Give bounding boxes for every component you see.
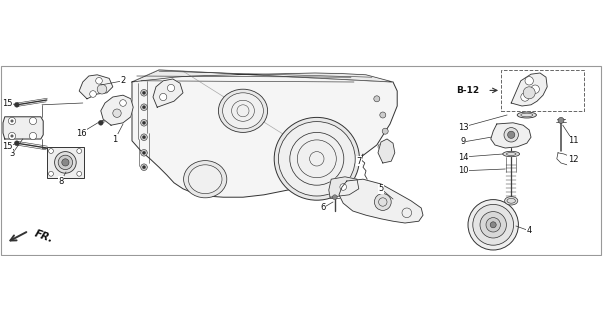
Text: 8: 8	[58, 177, 64, 186]
Circle shape	[77, 148, 81, 153]
Circle shape	[332, 195, 337, 200]
Ellipse shape	[279, 122, 355, 196]
Circle shape	[98, 120, 103, 125]
Polygon shape	[101, 95, 133, 125]
Ellipse shape	[223, 93, 264, 129]
Polygon shape	[339, 179, 423, 223]
Circle shape	[120, 100, 126, 106]
Text: 12: 12	[568, 156, 578, 164]
Circle shape	[473, 204, 514, 245]
Circle shape	[90, 91, 96, 97]
Circle shape	[140, 90, 147, 96]
Circle shape	[486, 218, 500, 232]
Circle shape	[113, 109, 121, 117]
Circle shape	[140, 119, 147, 126]
Circle shape	[11, 120, 13, 122]
Polygon shape	[491, 123, 531, 148]
Circle shape	[97, 84, 107, 94]
Circle shape	[62, 159, 69, 166]
Circle shape	[531, 85, 540, 93]
Circle shape	[382, 128, 388, 134]
Text: 13: 13	[458, 123, 469, 132]
Circle shape	[8, 117, 16, 124]
Polygon shape	[511, 73, 547, 106]
Circle shape	[521, 93, 529, 101]
Ellipse shape	[517, 112, 537, 118]
Circle shape	[374, 96, 380, 102]
Text: 1: 1	[113, 134, 118, 143]
Circle shape	[504, 128, 519, 142]
Circle shape	[77, 172, 81, 176]
Text: 2: 2	[121, 76, 125, 85]
Ellipse shape	[505, 196, 518, 205]
Polygon shape	[132, 70, 393, 82]
Circle shape	[96, 77, 103, 84]
Text: FR.: FR.	[33, 229, 55, 245]
Text: 10: 10	[458, 166, 469, 175]
Text: 11: 11	[568, 136, 578, 145]
Circle shape	[49, 148, 54, 153]
Circle shape	[378, 144, 384, 150]
Text: 9: 9	[461, 138, 466, 147]
Circle shape	[140, 134, 147, 140]
Bar	[501, 70, 584, 111]
Text: 6: 6	[320, 204, 326, 212]
Text: 3: 3	[9, 149, 14, 158]
Circle shape	[14, 102, 19, 107]
Circle shape	[140, 104, 147, 110]
Circle shape	[380, 112, 386, 118]
Circle shape	[468, 200, 519, 250]
Ellipse shape	[274, 117, 359, 200]
Text: B-12: B-12	[456, 86, 479, 95]
Text: 7: 7	[356, 157, 361, 166]
Circle shape	[168, 84, 175, 92]
Circle shape	[11, 135, 13, 137]
Circle shape	[142, 106, 145, 109]
Text: 14: 14	[458, 153, 469, 162]
Polygon shape	[3, 117, 43, 139]
Polygon shape	[132, 70, 397, 197]
Polygon shape	[329, 177, 359, 197]
Bar	[47, 147, 84, 178]
Circle shape	[49, 172, 54, 176]
Circle shape	[14, 141, 19, 146]
Polygon shape	[153, 79, 183, 107]
Circle shape	[142, 151, 145, 154]
Circle shape	[160, 93, 167, 100]
Ellipse shape	[188, 165, 222, 194]
Circle shape	[142, 91, 145, 94]
Polygon shape	[378, 139, 395, 163]
Text: 15: 15	[2, 99, 13, 108]
Circle shape	[30, 117, 37, 124]
Circle shape	[480, 212, 507, 238]
Ellipse shape	[218, 89, 268, 132]
Text: 15: 15	[2, 142, 13, 151]
Circle shape	[558, 117, 564, 124]
Circle shape	[340, 184, 347, 190]
Circle shape	[523, 87, 535, 99]
Circle shape	[30, 132, 37, 140]
Polygon shape	[79, 75, 113, 99]
Text: 5: 5	[378, 184, 384, 193]
Ellipse shape	[503, 151, 520, 157]
Circle shape	[140, 149, 147, 156]
Circle shape	[142, 136, 145, 139]
Circle shape	[374, 194, 391, 211]
Circle shape	[142, 121, 145, 124]
Circle shape	[508, 131, 515, 138]
Circle shape	[525, 76, 534, 85]
Circle shape	[142, 166, 145, 169]
Ellipse shape	[183, 161, 227, 198]
Circle shape	[8, 132, 16, 140]
Text: 16: 16	[76, 129, 86, 138]
Text: 4: 4	[526, 226, 532, 235]
Circle shape	[140, 164, 147, 171]
Circle shape	[55, 152, 76, 173]
Circle shape	[58, 155, 72, 170]
Circle shape	[490, 222, 496, 228]
